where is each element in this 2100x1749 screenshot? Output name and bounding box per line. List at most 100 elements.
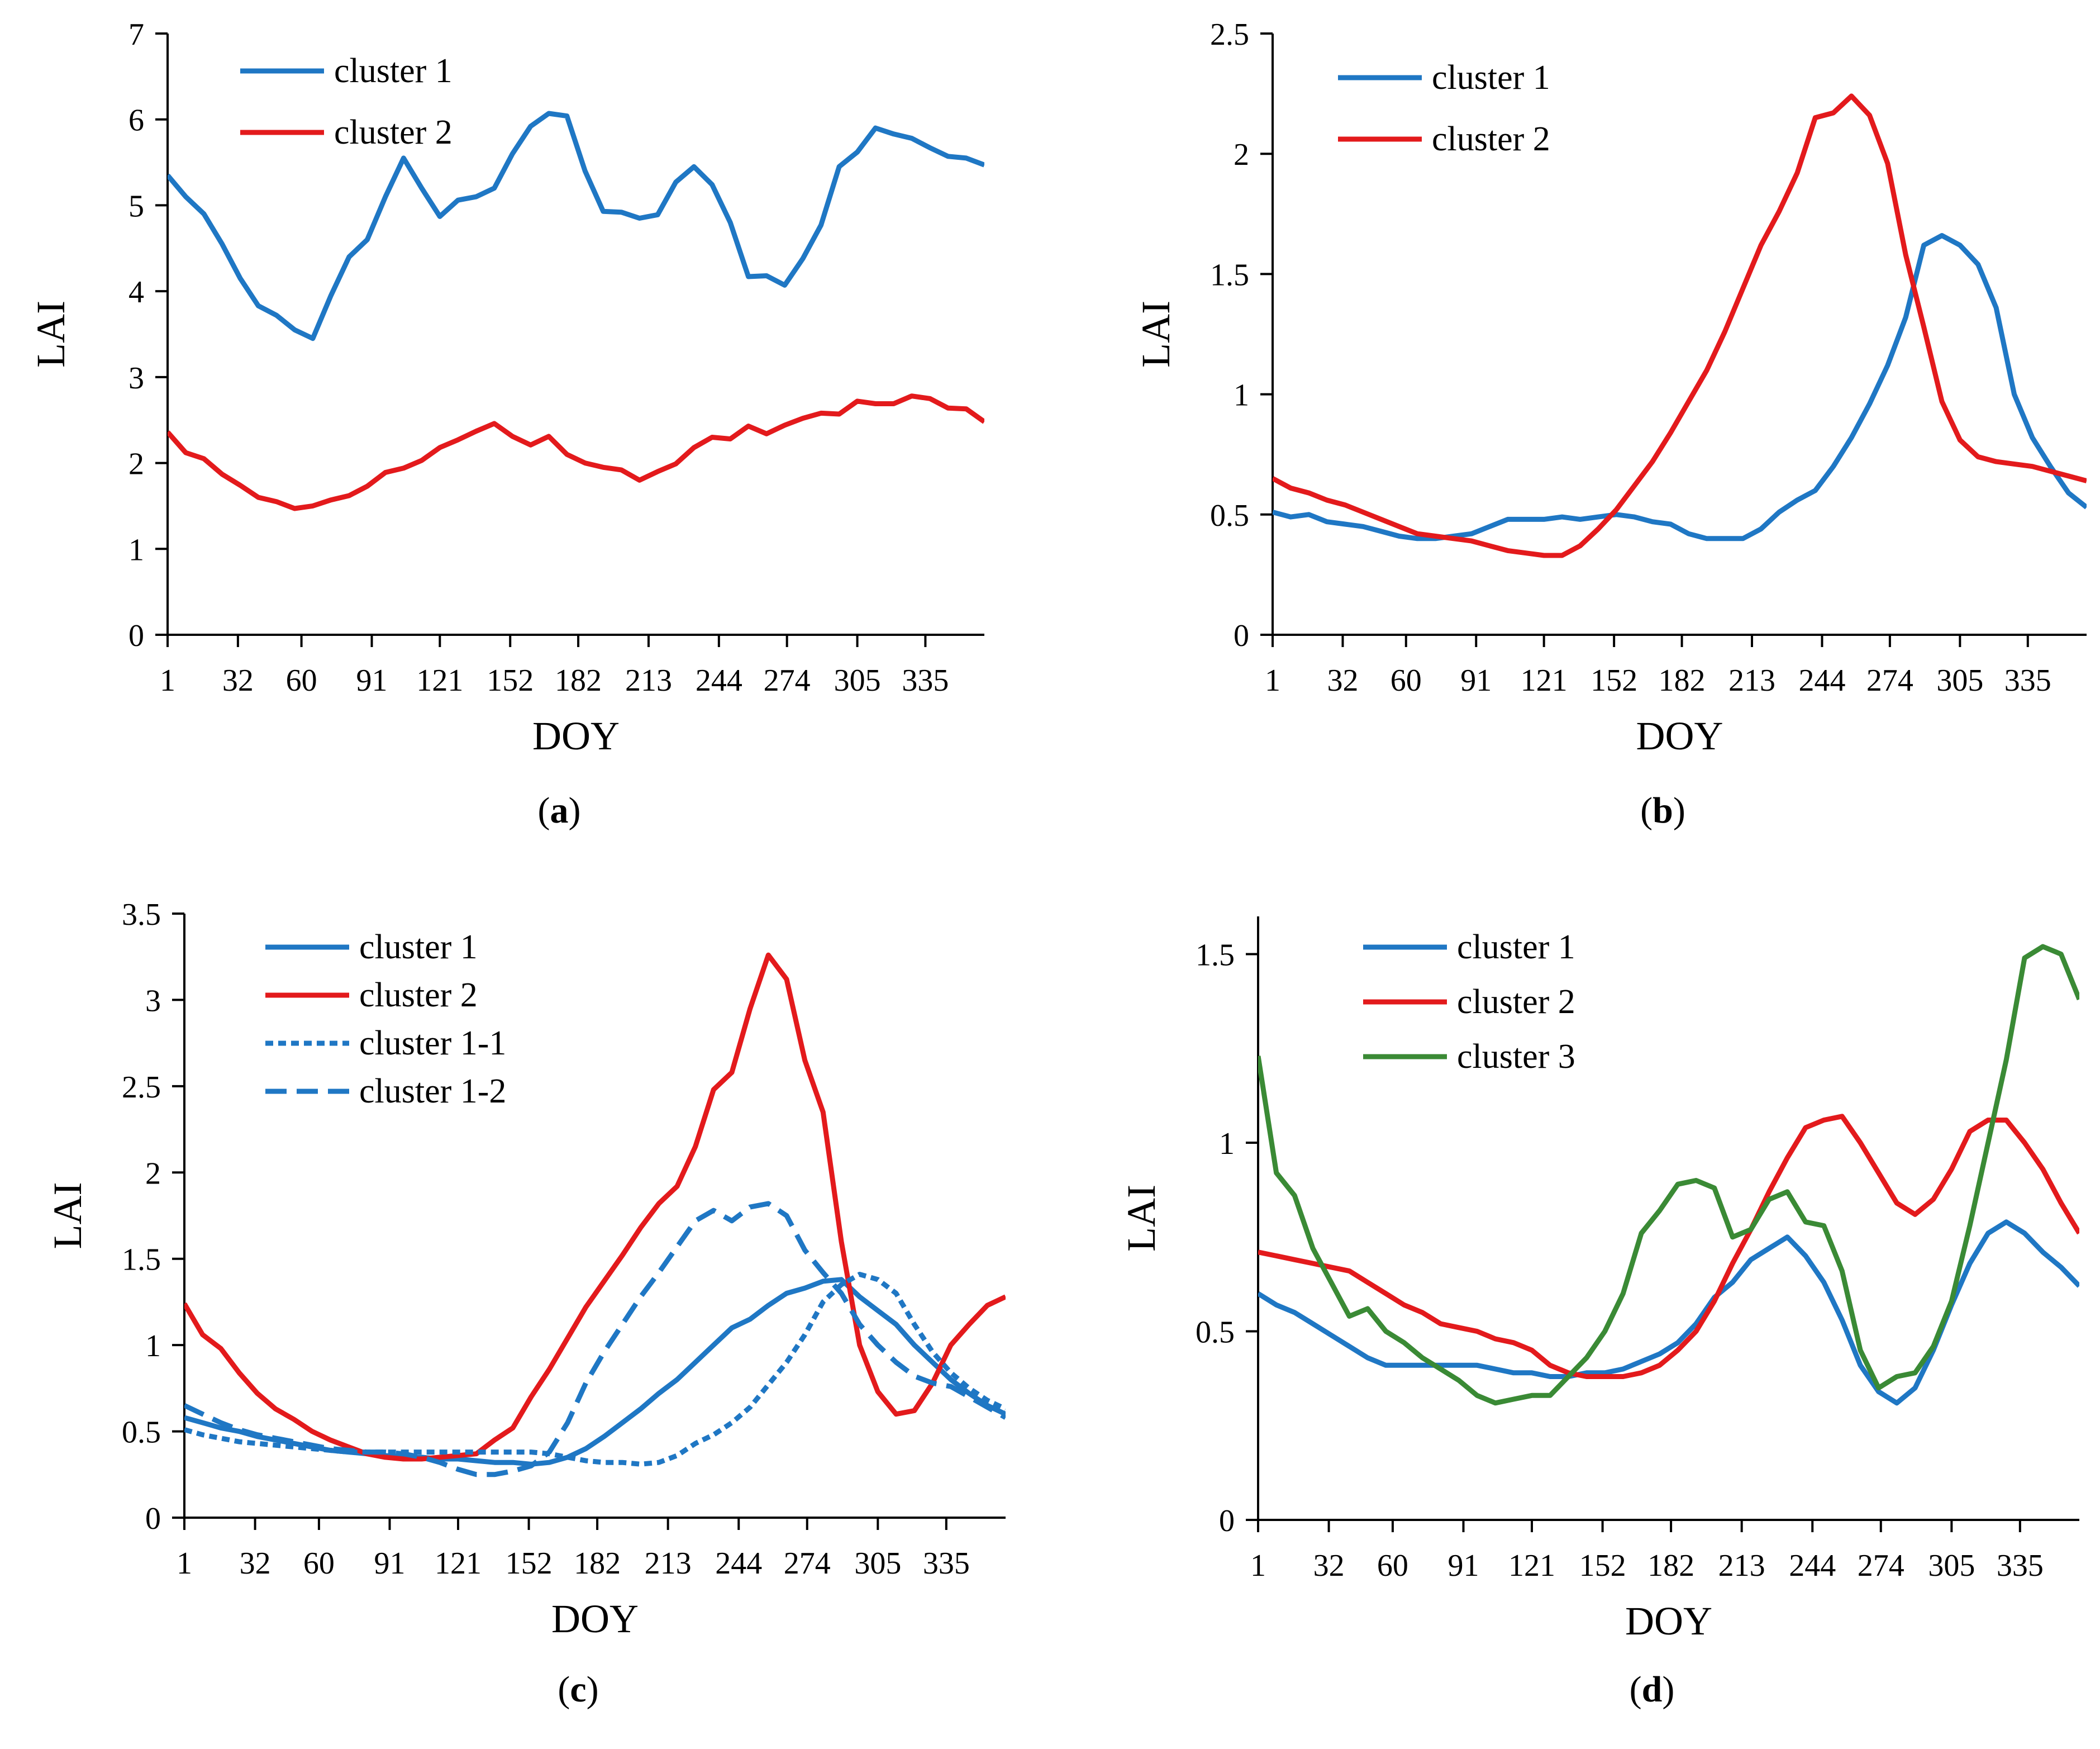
x-tick-label: 213 (1718, 1548, 1765, 1583)
x-tick-label: 182 (555, 663, 602, 698)
x-tick-label: 274 (1866, 663, 1913, 698)
x-axis-title: DOY (1625, 1599, 1712, 1643)
x-tick-label: 91 (1448, 1548, 1479, 1583)
y-tick-label: 4 (128, 275, 144, 310)
series-line-cluster-1-1 (184, 1272, 1006, 1467)
panel-label-letter: b (1653, 790, 1673, 831)
x-tick-label: 305 (1928, 1548, 1975, 1583)
x-tick-label: 1 (177, 1546, 192, 1581)
x-tick-label: 152 (1591, 663, 1637, 698)
y-tick-label: 0.5 (122, 1415, 161, 1450)
panel-label-close: ) (587, 1669, 599, 1710)
y-tick-label: 0 (128, 619, 144, 653)
panel-label-letter: a (550, 790, 569, 831)
x-tick-label: 335 (1997, 1548, 2044, 1583)
legend-label: cluster 2 (359, 976, 478, 1014)
x-tick-label: 32 (1313, 1548, 1345, 1583)
x-tick-label: 274 (784, 1546, 831, 1581)
legend-label: cluster 2 (1432, 120, 1550, 158)
y-tick-label: 1 (1234, 378, 1249, 413)
panel-label: (d) (1630, 1669, 1675, 1710)
series-line-cluster-3 (1258, 944, 2079, 1406)
x-tick-label: 121 (1508, 1548, 1555, 1583)
panel-label: (b) (1640, 790, 1685, 831)
x-tick-label: 213 (1728, 663, 1775, 698)
series-line-cluster-2 (1258, 1114, 2079, 1379)
x-axis-title: DOY (1636, 714, 1723, 758)
legend-label: cluster 1 (334, 52, 453, 90)
series-line-cluster-1 (1258, 1219, 2079, 1406)
y-tick-label: 3.5 (122, 897, 161, 932)
y-tick-label: 6 (128, 103, 144, 138)
x-tick-label: 1 (160, 663, 175, 698)
y-axis-title: LAI (1134, 301, 1178, 368)
y-tick-label: 2.5 (122, 1070, 161, 1105)
x-tick-label: 335 (2004, 663, 2051, 698)
x-tick-label: 60 (286, 663, 317, 698)
legend-label: cluster 1 (1457, 928, 1575, 966)
y-tick-label: 0.5 (1210, 498, 1249, 533)
x-tick-label: 305 (1936, 663, 1983, 698)
legend-label: cluster 2 (1457, 983, 1575, 1021)
x-axis-title: DOY (551, 1596, 639, 1641)
x-tick-label: 182 (574, 1546, 621, 1581)
x-tick-label: 1 (1265, 663, 1280, 698)
legend-label: cluster 2 (334, 113, 453, 151)
y-tick-label: 0 (145, 1501, 161, 1536)
y-tick-label: 0 (1234, 619, 1249, 653)
x-tick-label: 305 (854, 1546, 901, 1581)
y-tick-label: 1.5 (122, 1243, 161, 1277)
x-tick-label: 91 (1460, 663, 1492, 698)
x-axis-title: DOY (532, 714, 620, 758)
x-tick-label: 121 (435, 1546, 482, 1581)
y-tick-label: 1.5 (1210, 258, 1249, 292)
series-line-cluster-2 (184, 952, 1006, 1462)
x-tick-label: 274 (1858, 1548, 1904, 1583)
x-tick-label: 244 (715, 1546, 762, 1581)
x-tick-label: 121 (416, 663, 463, 698)
y-tick-label: 0 (1219, 1504, 1235, 1538)
y-tick-label: 5 (128, 189, 144, 224)
series-line-cluster-1 (168, 111, 984, 341)
panel-label: (a) (538, 790, 581, 831)
x-tick-label: 152 (1579, 1548, 1626, 1583)
x-tick-label: 32 (240, 1546, 271, 1581)
panel-label-close: ) (1662, 1669, 1674, 1710)
legend-label: cluster 1-2 (359, 1072, 506, 1110)
series-line-cluster-1-2 (184, 1201, 1006, 1477)
x-tick-label: 60 (1377, 1548, 1408, 1583)
legend-label: cluster 1 (359, 928, 478, 966)
y-tick-label: 1 (128, 533, 144, 567)
series-line-cluster-2 (1273, 93, 2087, 558)
x-tick-label: 60 (1391, 663, 1422, 698)
x-tick-label: 182 (1647, 1548, 1694, 1583)
y-tick-label: 0.5 (1196, 1315, 1235, 1350)
x-tick-label: 1 (1250, 1548, 1266, 1583)
x-tick-label: 305 (834, 663, 881, 698)
y-tick-label: 2.5 (1210, 17, 1249, 52)
x-tick-label: 121 (1521, 663, 1568, 698)
y-tick-label: 2 (128, 447, 144, 482)
panel-label-letter: c (570, 1669, 586, 1710)
x-tick-label: 213 (625, 663, 672, 698)
x-tick-label: 335 (902, 663, 949, 698)
y-tick-label: 3 (128, 361, 144, 396)
x-tick-label: 152 (487, 663, 534, 698)
y-tick-label: 1 (1219, 1127, 1235, 1161)
panel-label-open: ( (1630, 1669, 1642, 1710)
panel-label-close: ) (569, 790, 581, 831)
x-tick-label: 32 (1327, 663, 1358, 698)
x-tick-label: 32 (222, 663, 254, 698)
legend-label: cluster 3 (1457, 1038, 1575, 1076)
y-tick-label: 3 (145, 983, 161, 1018)
legend-label: cluster 1-1 (359, 1024, 506, 1062)
y-tick-label: 2 (1234, 137, 1249, 172)
panel-label-open: ( (538, 790, 550, 831)
panel-label-close: ) (1673, 790, 1685, 831)
panel-label-letter: d (1642, 1669, 1663, 1710)
x-tick-label: 152 (506, 1546, 553, 1581)
panel-label-open: ( (1640, 790, 1653, 831)
y-tick-label: 1.5 (1196, 938, 1235, 973)
legend-label: cluster 1 (1432, 59, 1550, 97)
